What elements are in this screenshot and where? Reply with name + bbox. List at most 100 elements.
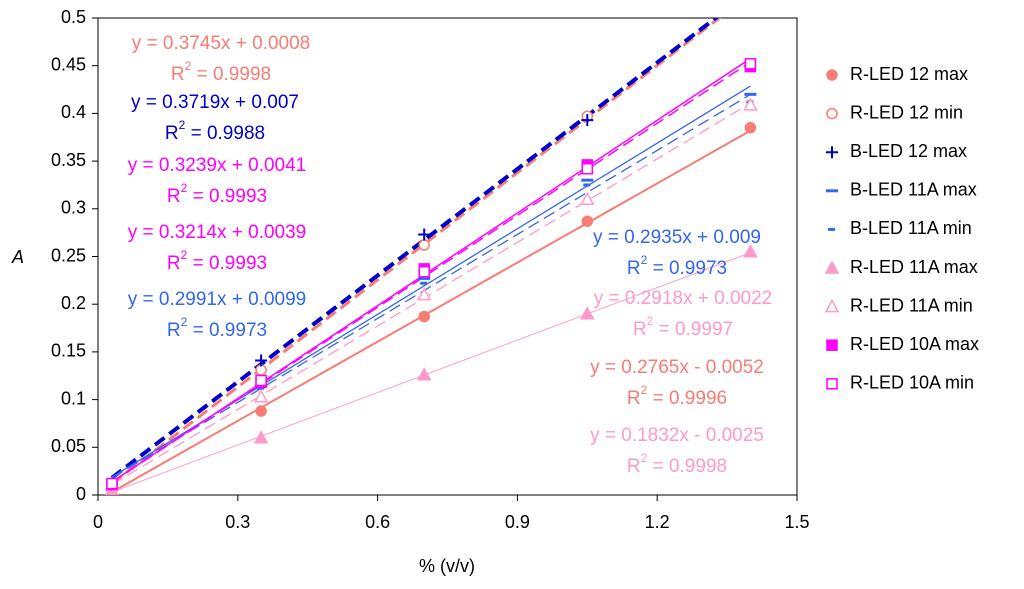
r-squared-value: = 0.9988 xyxy=(185,123,265,144)
trendline-equation: y = 0.2935x + 0.009 xyxy=(593,227,761,248)
trendline-equation: y = 0.3214x + 0.0039 xyxy=(128,222,307,243)
r-squared: R2 = 0.9973 xyxy=(627,253,727,279)
r-squared-symbol: R xyxy=(165,123,179,144)
trendline xyxy=(111,18,722,485)
r-squared: R2 = 0.9973 xyxy=(167,315,267,341)
y-tick-label: 0.3 xyxy=(61,198,86,218)
legend-label: R-LED 10A max xyxy=(850,334,979,354)
point xyxy=(744,58,757,70)
r-squared-value: = 0.9997 xyxy=(653,319,733,340)
point xyxy=(581,114,594,127)
x-tick-label: 0.6 xyxy=(365,512,390,532)
y-tick-label: 0.5 xyxy=(61,7,86,27)
r-squared-symbol: R xyxy=(627,456,641,477)
point xyxy=(744,121,757,134)
r-squared-value: = 0.9973 xyxy=(647,258,727,279)
y-tick-label: 0.15 xyxy=(51,341,86,361)
r-squared: R2 = 0.9998 xyxy=(627,451,727,477)
r-squared-power: 2 xyxy=(179,118,186,132)
point xyxy=(253,389,269,403)
trendline xyxy=(111,129,751,493)
point xyxy=(581,162,594,175)
point xyxy=(743,244,758,258)
x-tick-label: 1.2 xyxy=(645,512,670,532)
point xyxy=(418,228,431,241)
point xyxy=(416,287,432,301)
r-squared-symbol: R xyxy=(627,258,641,279)
r-squared-power: 2 xyxy=(647,314,654,328)
r-squared-value: = 0.9998 xyxy=(647,456,727,477)
point xyxy=(418,266,430,278)
r-squared-value: = 0.9996 xyxy=(647,388,727,409)
trendline-equation: y = 0.3239x + 0.0041 xyxy=(128,155,307,176)
r-squared-symbol: R xyxy=(633,319,647,340)
legend-marker xyxy=(826,378,838,390)
r-squared-power: 2 xyxy=(181,248,188,262)
trendline-equation: y = 0.2918x + 0.0022 xyxy=(594,288,773,309)
trendline xyxy=(111,102,751,486)
r-squared: R2 = 0.9998 xyxy=(171,59,271,85)
point xyxy=(255,374,267,387)
y-tick-label: 0.4 xyxy=(61,102,86,122)
trendline xyxy=(111,93,751,479)
r-squared-power: 2 xyxy=(181,315,188,329)
x-tick-label: 1.5 xyxy=(784,512,809,532)
r-squared-power: 2 xyxy=(181,181,188,195)
x-tick-label: 0.9 xyxy=(505,512,530,532)
trendline-equation: y = 0.2765x - 0.0052 xyxy=(590,357,764,378)
legend-marker xyxy=(824,299,840,313)
trendline-equation: y = 0.3745x + 0.0008 xyxy=(132,33,311,54)
y-tick-label: 0 xyxy=(76,484,86,504)
r-squared-power: 2 xyxy=(641,451,648,465)
trendline xyxy=(111,61,751,483)
r-squared-power: 2 xyxy=(185,59,192,73)
r-squared-symbol: R xyxy=(167,186,181,207)
r-squared: R2 = 0.9997 xyxy=(633,314,733,340)
point xyxy=(255,405,267,417)
legend-label: R-LED 11A max xyxy=(850,257,978,277)
r-squared-value: = 0.9998 xyxy=(191,64,271,85)
point xyxy=(580,191,595,206)
y-axis-label: A xyxy=(11,247,24,267)
trendline-equation: y = 0.2991x + 0.0099 xyxy=(128,289,307,310)
legend-marker xyxy=(826,339,838,351)
trendline xyxy=(110,18,720,480)
legend-label: B-LED 12 max xyxy=(850,141,967,161)
point xyxy=(418,310,430,323)
r-squared: R2 = 0.9993 xyxy=(167,248,267,274)
r-squared: R2 = 0.9993 xyxy=(167,181,267,207)
point xyxy=(581,215,594,227)
r-squared: R2 = 0.9996 xyxy=(627,383,727,409)
r-squared-symbol: R xyxy=(167,253,181,274)
trendline-equation: y = 0.1832x - 0.0025 xyxy=(590,425,764,446)
point xyxy=(580,306,595,320)
legend-label: R-LED 10A min xyxy=(850,373,974,393)
trendline-equation: y = 0.3719x + 0.007 xyxy=(131,92,299,113)
x-tick-label: 0.3 xyxy=(225,512,250,532)
r-squared-symbol: R xyxy=(171,64,185,85)
plot-area xyxy=(104,18,758,495)
legend-label: R-LED 11A min xyxy=(850,295,973,315)
legend-marker xyxy=(826,69,838,81)
legend-marker xyxy=(826,107,838,120)
y-tick-label: 0.25 xyxy=(51,245,86,265)
y-tick-label: 0.35 xyxy=(51,150,86,170)
trendline xyxy=(111,252,751,493)
legend-label: B-LED 11A max xyxy=(850,180,977,200)
y-tick-label: 0.45 xyxy=(51,54,86,74)
point xyxy=(416,367,432,381)
y-tick-label: 0.2 xyxy=(61,293,86,313)
legend-label: B-LED 11A min xyxy=(850,218,972,238)
legend-label: R-LED 12 max xyxy=(850,64,968,84)
r-squared-value: = 0.9993 xyxy=(187,186,267,207)
point xyxy=(418,239,430,251)
point xyxy=(255,364,267,376)
r-squared-value: = 0.9993 xyxy=(187,253,267,274)
legend-label: R-LED 12 min xyxy=(850,102,963,122)
point xyxy=(743,97,758,111)
r-squared-power: 2 xyxy=(641,383,648,397)
r-squared-value: = 0.9973 xyxy=(187,320,267,341)
point xyxy=(253,430,269,444)
legend-marker xyxy=(824,260,840,274)
